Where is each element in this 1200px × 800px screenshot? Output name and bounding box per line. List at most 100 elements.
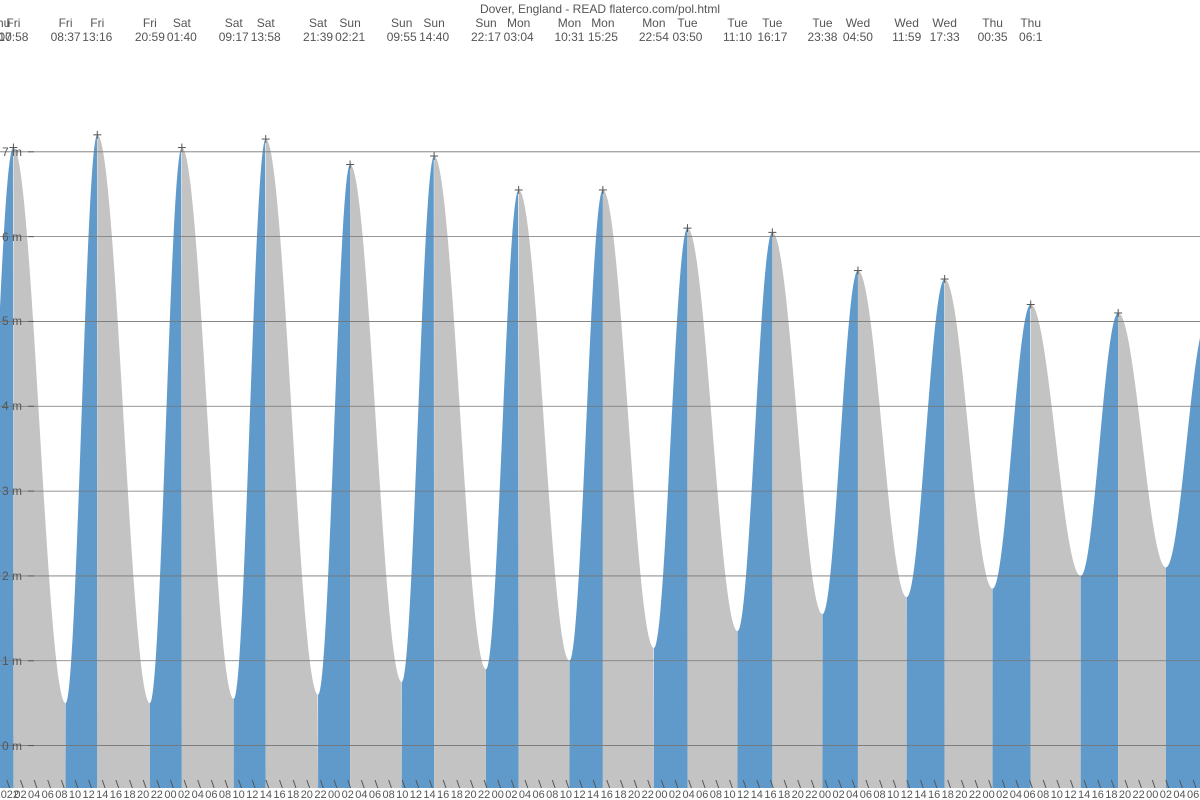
x-axis-hour-label: 04 xyxy=(28,789,40,800)
x-axis-hour-label: 18 xyxy=(614,789,626,800)
x-axis-hour-label: 16 xyxy=(764,789,776,800)
x-axis-hour-label: 00 xyxy=(1146,789,1158,800)
x-axis-hour-label: 22 xyxy=(478,789,490,800)
x-axis-hour-label: 14 xyxy=(423,789,435,800)
x-axis-hour-label: 20 xyxy=(464,789,476,800)
tide-event-label: Sat01:40 xyxy=(167,16,197,44)
tide-event-label: Mon15:25 xyxy=(588,16,618,44)
x-axis-hour-label: 18 xyxy=(778,789,790,800)
tide-event-label: Wed17:33 xyxy=(930,16,960,44)
tide-event-label: Wed11:59 xyxy=(892,16,921,44)
x-axis-hour-label: 16 xyxy=(437,789,449,800)
x-axis-hour-label: 02 xyxy=(1160,789,1172,800)
y-axis-tick-label: 5 m xyxy=(2,314,22,328)
x-axis-hour-label: 00 xyxy=(328,789,340,800)
x-axis-hour-label: 16 xyxy=(110,789,122,800)
tide-event-label: Sun22:17 xyxy=(471,16,501,44)
x-axis-hour-label: 08 xyxy=(383,789,395,800)
x-axis-hour-label: 00 xyxy=(819,789,831,800)
x-axis-hour-label: 10 xyxy=(1051,789,1063,800)
x-axis-hour-label: 14 xyxy=(914,789,926,800)
tide-event-label: Fri08:37 xyxy=(51,16,81,44)
x-axis-hour-label: 18 xyxy=(942,789,954,800)
x-axis-hour-label: 08 xyxy=(873,789,885,800)
y-axis-tick-label: 2 m xyxy=(2,569,22,583)
x-axis-hour-label: 22 xyxy=(314,789,326,800)
x-axis-hour-label: 06 xyxy=(860,789,872,800)
x-axis-hour-label: 04 xyxy=(355,789,367,800)
tide-event-label: Fri20:59 xyxy=(135,16,165,44)
x-axis-hour-label: 10 xyxy=(396,789,408,800)
y-axis-tick-label: 6 m xyxy=(2,230,22,244)
y-axis-tick-label: 4 m xyxy=(2,399,22,413)
tide-event-label: Thu06:1 xyxy=(1019,16,1042,44)
x-axis-hour-label: 00 xyxy=(983,789,995,800)
x-axis-hour-label: 02 xyxy=(178,789,190,800)
x-axis-hour-label: 10 xyxy=(723,789,735,800)
tide-event-label: Tue03:50 xyxy=(672,16,702,44)
x-axis-hour-label: 20 xyxy=(301,789,313,800)
chart-title: Dover, England - READ flaterco.com/pol.h… xyxy=(0,2,1200,16)
x-axis-hour-label: 12 xyxy=(83,789,95,800)
x-axis-hour-label: 02 xyxy=(14,789,26,800)
x-axis-hour-label: 04 xyxy=(683,789,695,800)
x-axis-hour-label: 06 xyxy=(369,789,381,800)
tide-event-label: Tue11:10 xyxy=(723,16,752,44)
x-axis-hour-label: 14 xyxy=(260,789,272,800)
x-axis-hour-label: 22 xyxy=(151,789,163,800)
x-axis-hour-label: 02 xyxy=(669,789,681,800)
tide-event-label: Wed04:50 xyxy=(843,16,873,44)
x-axis-hour-label: 12 xyxy=(246,789,258,800)
x-axis-hour-label: 14 xyxy=(1078,789,1090,800)
x-axis-hour-label: 20 xyxy=(792,789,804,800)
x-axis-hour-label: 20 xyxy=(628,789,640,800)
tide-event-label: Mon10:31 xyxy=(554,16,584,44)
tide-event-label: Tue23:38 xyxy=(807,16,837,44)
x-axis-hour-label: 12 xyxy=(410,789,422,800)
x-axis-hour-label: 10 xyxy=(69,789,81,800)
x-axis-hour-label: 14 xyxy=(751,789,763,800)
x-axis-hour-label: 04 xyxy=(846,789,858,800)
x-axis-hour-label: 12 xyxy=(1064,789,1076,800)
x-axis-hour-label: 06 xyxy=(696,789,708,800)
y-axis-tick-label: 3 m xyxy=(2,484,22,498)
x-axis-hour-label: 16 xyxy=(601,789,613,800)
x-axis-hour-label: 12 xyxy=(901,789,913,800)
x-axis-hour-label: 02 xyxy=(342,789,354,800)
x-axis-hour-label: 12 xyxy=(573,789,585,800)
x-axis-hour-label: 08 xyxy=(546,789,558,800)
x-axis-hour-label: 16 xyxy=(928,789,940,800)
x-axis-hour-label: 10 xyxy=(233,789,245,800)
x-axis-hour-label: 06 xyxy=(42,789,54,800)
x-axis-hour-label: 12 xyxy=(737,789,749,800)
x-axis-hour-label: 06 xyxy=(205,789,217,800)
x-axis-hour-label: 18 xyxy=(287,789,299,800)
x-axis-hour-label: 02 xyxy=(833,789,845,800)
tide-chart: Dover, England - READ flaterco.com/pol.h… xyxy=(0,0,1200,800)
tide-event-label: Mon03:04 xyxy=(504,16,534,44)
x-axis-hour-label: 22 xyxy=(969,789,981,800)
x-axis-hour-label: 10 xyxy=(887,789,899,800)
x-axis-hour-label: 00 xyxy=(655,789,667,800)
x-axis-hour-label: 02 xyxy=(996,789,1008,800)
tide-event-label: Fri13:16 xyxy=(82,16,112,44)
x-axis-hour-label: 06 xyxy=(1023,789,1035,800)
x-axis-hour-label: 20 xyxy=(137,789,149,800)
x-axis-hour-label: 20 xyxy=(955,789,967,800)
x-axis-hour-label: 04 xyxy=(519,789,531,800)
x-axis-hour-label: 00 xyxy=(492,789,504,800)
x-axis-hour-label: 22 xyxy=(805,789,817,800)
x-axis-hour-label: 00 xyxy=(164,789,176,800)
tide-event-label: Tue16:17 xyxy=(757,16,787,44)
x-axis-hour-label: 16 xyxy=(1092,789,1104,800)
tide-event-label: Thu00:35 xyxy=(978,16,1008,44)
tide-chart-svg xyxy=(0,0,1200,800)
x-axis-hour-label: 08 xyxy=(1037,789,1049,800)
x-axis-hour-label: 04 xyxy=(1010,789,1022,800)
x-axis-hour-label: 22 xyxy=(642,789,654,800)
x-axis-hour-label: 08 xyxy=(219,789,231,800)
x-axis-hour-label: 22 xyxy=(1133,789,1145,800)
x-axis-hour-label: 18 xyxy=(1105,789,1117,800)
x-axis-hour-label: 14 xyxy=(96,789,108,800)
y-axis-tick-label: 1 m xyxy=(2,654,22,668)
